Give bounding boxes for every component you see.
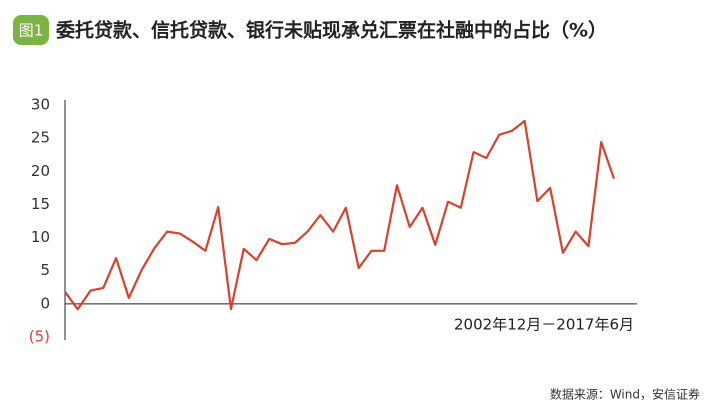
y-tick-label: (5) [29,328,50,346]
source: 数据来源：Wind，安信证券 [550,387,700,402]
y-tick-label: 5 [40,261,50,279]
chart-title: 委托贷款、信托贷款、银行未贴现承兑汇票在社融中的占比（%） [55,19,607,42]
series-line [64,119,616,311]
y-tick-label: 20 [31,162,50,180]
y-tick-label: 30 [31,96,50,114]
y-tick-label: 15 [31,195,50,213]
y-tick-label: 25 [31,129,50,147]
badge [13,15,49,45]
badge-label: 图1 [19,22,44,40]
annotation: 2002年12月－2017年6月 [454,316,634,334]
y-tick-label: 10 [31,228,50,246]
y-tick-label: 0 [40,294,50,312]
